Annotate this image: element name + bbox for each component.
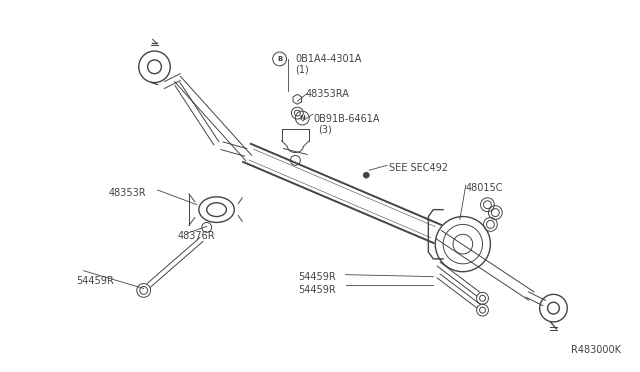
Text: 54459R: 54459R: [298, 285, 336, 295]
Text: 48353RA: 48353RA: [305, 89, 349, 99]
Text: 0B91B-6461A: 0B91B-6461A: [313, 114, 380, 124]
Text: (3): (3): [318, 125, 332, 135]
Text: R483000K: R483000K: [571, 346, 621, 355]
Text: 48353R: 48353R: [108, 188, 146, 198]
Text: 48376R: 48376R: [177, 231, 215, 241]
Text: 48015C: 48015C: [466, 183, 503, 193]
Text: 54459R: 54459R: [76, 276, 113, 286]
Text: 0B1A4-4301A: 0B1A4-4301A: [296, 54, 362, 64]
Text: (1): (1): [296, 65, 309, 75]
Text: N: N: [300, 115, 305, 121]
Text: B: B: [277, 56, 282, 62]
Text: SEE SEC492: SEE SEC492: [389, 163, 448, 173]
Circle shape: [364, 172, 369, 178]
Text: 54459R: 54459R: [298, 272, 336, 282]
